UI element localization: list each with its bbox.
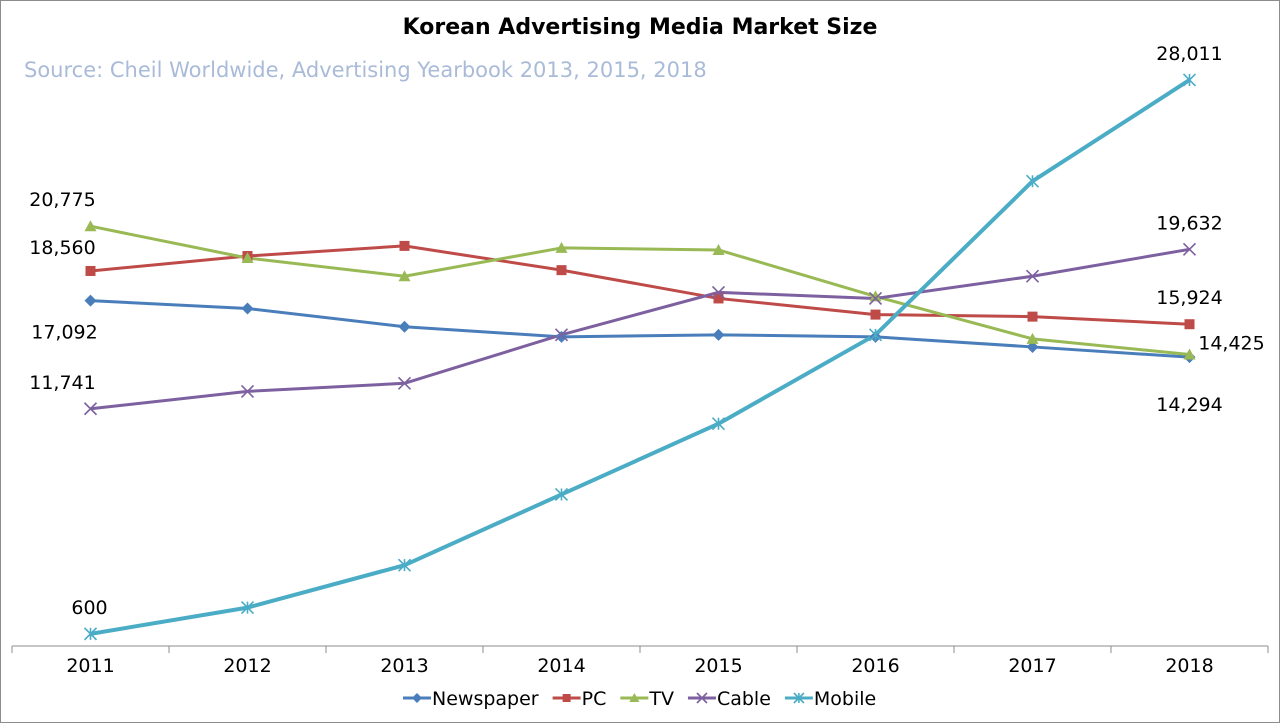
series-line-newspaper bbox=[90, 299, 1190, 359]
chart-source: Source: Cheil Worldwide, Advertising Yea… bbox=[24, 58, 707, 82]
data-point bbox=[412, 693, 422, 703]
data-point bbox=[562, 694, 571, 702]
x-tick-label: 2018 bbox=[1165, 655, 1213, 677]
x-tick-label: 2017 bbox=[1008, 655, 1056, 677]
data-point bbox=[711, 285, 726, 299]
data-label: 600 bbox=[71, 597, 107, 619]
data-point bbox=[1027, 311, 1038, 322]
data-point bbox=[869, 290, 882, 302]
data-point bbox=[84, 294, 97, 307]
data-point bbox=[712, 243, 725, 255]
data-point bbox=[240, 601, 255, 615]
data-label: 14,425 bbox=[1198, 333, 1264, 355]
data-point bbox=[399, 240, 410, 251]
data-point bbox=[554, 328, 569, 342]
data-point bbox=[696, 692, 708, 704]
x-tick-label: 2015 bbox=[694, 655, 742, 677]
data-point bbox=[868, 328, 883, 342]
legend: Newspaper PC TV Cable Mobile bbox=[403, 688, 876, 710]
data-point bbox=[556, 265, 567, 276]
x-tick-label: 2012 bbox=[223, 655, 271, 677]
data-point bbox=[1183, 348, 1196, 360]
series-line-tv bbox=[90, 224, 1190, 357]
chart-title: Korean Advertising Media Market Size bbox=[403, 15, 878, 40]
data-point bbox=[85, 265, 96, 276]
data-label: 19,632 bbox=[1156, 212, 1222, 234]
data-label: 28,011 bbox=[1156, 43, 1222, 65]
x-tick-label: 2011 bbox=[66, 655, 114, 677]
data-point bbox=[555, 330, 568, 343]
data-label: 11,741 bbox=[29, 372, 95, 394]
data-point bbox=[397, 558, 412, 572]
x-tick-label: 2014 bbox=[537, 655, 585, 677]
data-label: 20,775 bbox=[29, 189, 95, 211]
legend-label: TV bbox=[648, 688, 674, 710]
series-markers bbox=[83, 73, 1197, 641]
data-point bbox=[84, 220, 97, 232]
data-point bbox=[83, 627, 98, 641]
data-point bbox=[240, 384, 255, 398]
data-point bbox=[398, 320, 411, 333]
data-label: 14,294 bbox=[1156, 394, 1222, 416]
data-point bbox=[1025, 174, 1040, 188]
data-point bbox=[713, 293, 724, 304]
x-axis: 2011 2012 2013 2014 2015 2016 2017 2018 bbox=[11, 645, 1269, 677]
data-point bbox=[83, 402, 98, 416]
x-tick-label: 2013 bbox=[380, 655, 428, 677]
series-line-cable bbox=[90, 247, 1190, 411]
series-lines bbox=[90, 78, 1191, 636]
x-tick-label: 2016 bbox=[851, 655, 899, 677]
data-point bbox=[555, 241, 568, 253]
data-point bbox=[1026, 340, 1039, 353]
series-line-mobile bbox=[90, 78, 1191, 636]
data-label: 18,560 bbox=[29, 237, 95, 259]
data-point bbox=[711, 417, 726, 431]
legend-label: PC bbox=[582, 688, 607, 710]
data-point bbox=[1025, 269, 1040, 283]
data-point bbox=[712, 328, 725, 341]
data-label: 15,924 bbox=[1156, 287, 1222, 309]
data-point bbox=[241, 302, 254, 315]
legend-label: Mobile bbox=[814, 688, 876, 710]
data-point bbox=[870, 309, 881, 320]
data-point bbox=[868, 291, 883, 306]
data-point bbox=[554, 487, 569, 502]
series-line-pc bbox=[90, 244, 1190, 326]
legend-label: Cable bbox=[717, 688, 771, 710]
data-point bbox=[1184, 319, 1195, 330]
data-label: 17,092 bbox=[31, 322, 97, 344]
data-point bbox=[1182, 73, 1197, 87]
data-point bbox=[397, 376, 412, 390]
data-point bbox=[629, 693, 640, 702]
data-point bbox=[1026, 332, 1039, 344]
data-point bbox=[241, 252, 254, 264]
data-labels: 18,560 20,775 17,092 11,741 600 28,011 19,632 1… bbox=[29, 43, 1264, 619]
data-point bbox=[398, 270, 411, 282]
legend-label: Newspaper bbox=[432, 688, 539, 710]
data-point bbox=[1182, 242, 1197, 256]
data-point bbox=[793, 692, 805, 704]
